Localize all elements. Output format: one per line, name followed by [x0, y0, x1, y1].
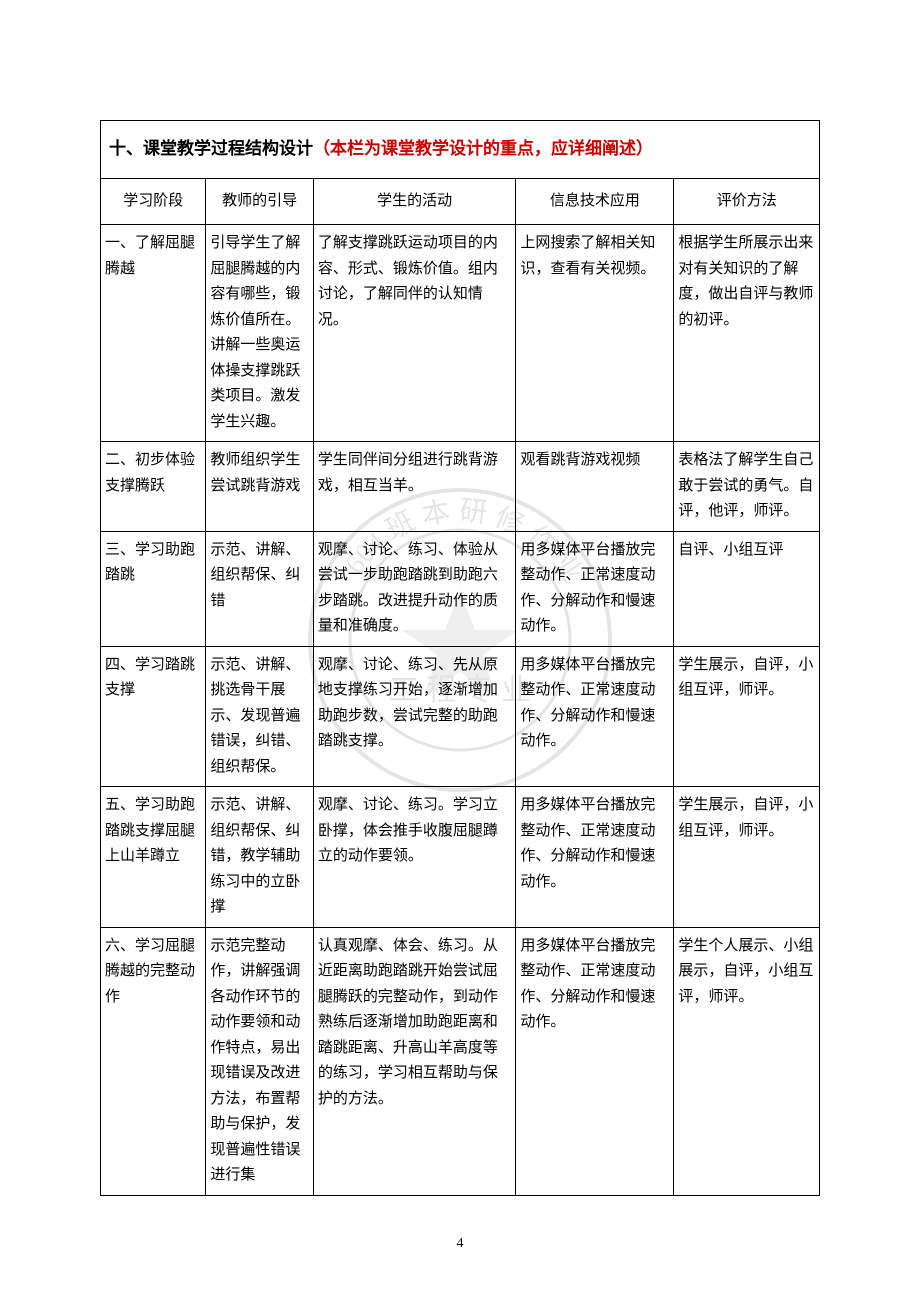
- cell-student: 观摩、讨论、练习、体验从尝试一步助跑踏跳到助跑六步踏跳。改进提升动作的质量和准确…: [313, 531, 515, 646]
- page-number: 4: [0, 1236, 920, 1252]
- cell-student: 认真观摩、体会、练习。从近距离助跑踏跳开始尝试屈腿腾跃的完整动作，到动作熟练后逐…: [313, 927, 515, 1195]
- section-title-row: 十、课堂教学过程结构设计（本栏为课堂教学设计的重点，应详细阐述）: [101, 121, 820, 179]
- cell-student: 学生同伴间分组进行跳背游戏，相互当羊。: [313, 442, 515, 532]
- cell-eval: 学生展示，自评，小组互评，师评。: [674, 787, 820, 928]
- cell-stage: 五、学习助跑踏跳支撑屈腿上山羊蹲立: [101, 787, 206, 928]
- cell-stage: 六、学习屈腿腾越的完整动作: [101, 927, 206, 1195]
- section-title-red: （本栏为课堂教学设计的重点，应详细阐述）: [313, 139, 653, 158]
- cell-eval: 学生个人展示、小组展示，自评，小组互评，师评。: [674, 927, 820, 1195]
- table-row: 三、学习助跑踏跳 示范、讲解、组织帮保、纠错 观摩、讨论、练习、体验从尝试一步助…: [101, 531, 820, 646]
- col-header-student: 学生的活动: [313, 178, 515, 225]
- cell-teacher: 示范、讲解、组织帮保、纠错: [206, 531, 314, 646]
- cell-teacher: 教师组织学生尝试跳背游戏: [206, 442, 314, 532]
- cell-eval: 学生展示，自评，小组互评，师评。: [674, 646, 820, 787]
- col-header-tech: 信息技术应用: [516, 178, 674, 225]
- cell-tech: 用多媒体平台播放完整动作、正常速度动作、分解动作和慢速动作。: [516, 531, 674, 646]
- table-row: 四、学习踏跳支撑 示范、讲解、挑选骨干展示、发现普遍错误，纠错、组织帮保。 观摩…: [101, 646, 820, 787]
- table-header-row: 学习阶段 教师的引导 学生的活动 信息技术应用 评价方法: [101, 178, 820, 225]
- col-header-eval: 评价方法: [674, 178, 820, 225]
- cell-student: 观摩、讨论、练习、先从原地支撑练习开始，逐渐增加助跑步数，尝试完整的助跑踏跳支撑…: [313, 646, 515, 787]
- table-row: 二、初步体验支撑腾跃 教师组织学生尝试跳背游戏 学生同伴间分组进行跳背游戏，相互…: [101, 442, 820, 532]
- table-row: 六、学习屈腿腾越的完整动作 示范完整动作，讲解强调各动作环节的动作要领和动作特点…: [101, 927, 820, 1195]
- cell-eval: 表格法了解学生自己敢于尝试的勇气。自评，他评，师评。: [674, 442, 820, 532]
- cell-tech: 观看跳背游戏视频: [516, 442, 674, 532]
- cell-teacher: 引导学生了解屈腿腾越的内容有哪些，锻炼价值所在。讲解一些奥运体操支撑跳跃类项目。…: [206, 225, 314, 442]
- section-title-black: 十、课堂教学过程结构设计: [109, 139, 313, 158]
- cell-stage: 二、初步体验支撑腾跃: [101, 442, 206, 532]
- cell-tech: 上网搜索了解相关知识，查看有关视频。: [516, 225, 674, 442]
- cell-tech: 用多媒体平台播放完整动作、正常速度动作、分解动作和慢速动作。: [516, 646, 674, 787]
- table-row: 五、学习助跑踏跳支撑屈腿上山羊蹲立 示范、讲解、组织帮保、纠错，教学辅助练习中的…: [101, 787, 820, 928]
- cell-teacher: 示范、讲解、挑选骨干展示、发现普遍错误，纠错、组织帮保。: [206, 646, 314, 787]
- cell-stage: 四、学习踏跳支撑: [101, 646, 206, 787]
- cell-teacher: 示范完整动作，讲解强调各动作环节的动作要领和动作特点，易出现错误及改进方法，布置…: [206, 927, 314, 1195]
- cell-tech: 用多媒体平台播放完整动作、正常速度动作、分解动作和慢速动作。: [516, 787, 674, 928]
- section-title-cell: 十、课堂教学过程结构设计（本栏为课堂教学设计的重点，应详细阐述）: [101, 121, 820, 179]
- cell-eval: 自评、小组互评: [674, 531, 820, 646]
- col-header-stage: 学习阶段: [101, 178, 206, 225]
- cell-teacher: 示范、讲解、组织帮保、纠错，教学辅助练习中的立卧撑: [206, 787, 314, 928]
- lesson-process-table: 十、课堂教学过程结构设计（本栏为课堂教学设计的重点，应详细阐述） 学习阶段 教师…: [100, 120, 820, 1196]
- cell-stage: 一、了解屈腿腾越: [101, 225, 206, 442]
- col-header-teacher: 教师的引导: [206, 178, 314, 225]
- cell-stage: 三、学习助跑踏跳: [101, 531, 206, 646]
- cell-tech: 用多媒体平台播放完整动作、正常速度动作、分解动作和慢速动作。: [516, 927, 674, 1195]
- cell-eval: 根据学生所展示出来对有关知识的了解度，做出自评与教师的初评。: [674, 225, 820, 442]
- document-page: 604 班 本 研 修 作 业 工 程 专 业 十、课堂教学过程结构设计（本栏为…: [0, 0, 920, 1302]
- cell-student: 了解支撑跳跃运动项目的内容、形式、锻炼价值。组内讨论，了解同伴的认知情况。: [313, 225, 515, 442]
- table-row: 一、了解屈腿腾越 引导学生了解屈腿腾越的内容有哪些，锻炼价值所在。讲解一些奥运体…: [101, 225, 820, 442]
- cell-student: 观摩、讨论、练习。学习立卧撑，体会推手收腹屈腿蹲立的动作要领。: [313, 787, 515, 928]
